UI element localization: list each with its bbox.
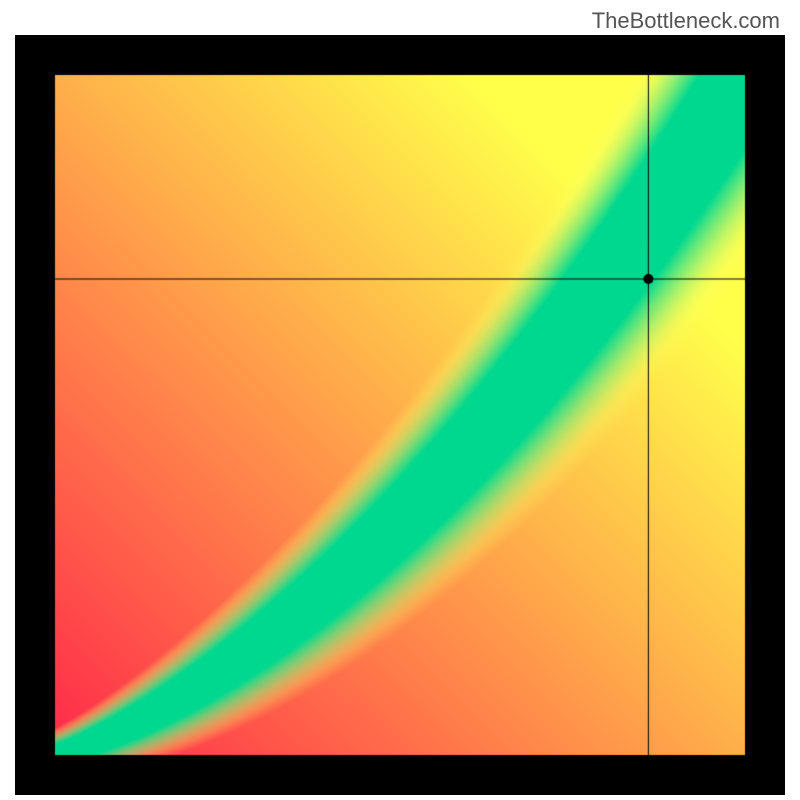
heatmap-plot [15, 35, 785, 795]
watermark-text: TheBottleneck.com [592, 8, 780, 34]
heatmap-canvas [15, 35, 785, 795]
